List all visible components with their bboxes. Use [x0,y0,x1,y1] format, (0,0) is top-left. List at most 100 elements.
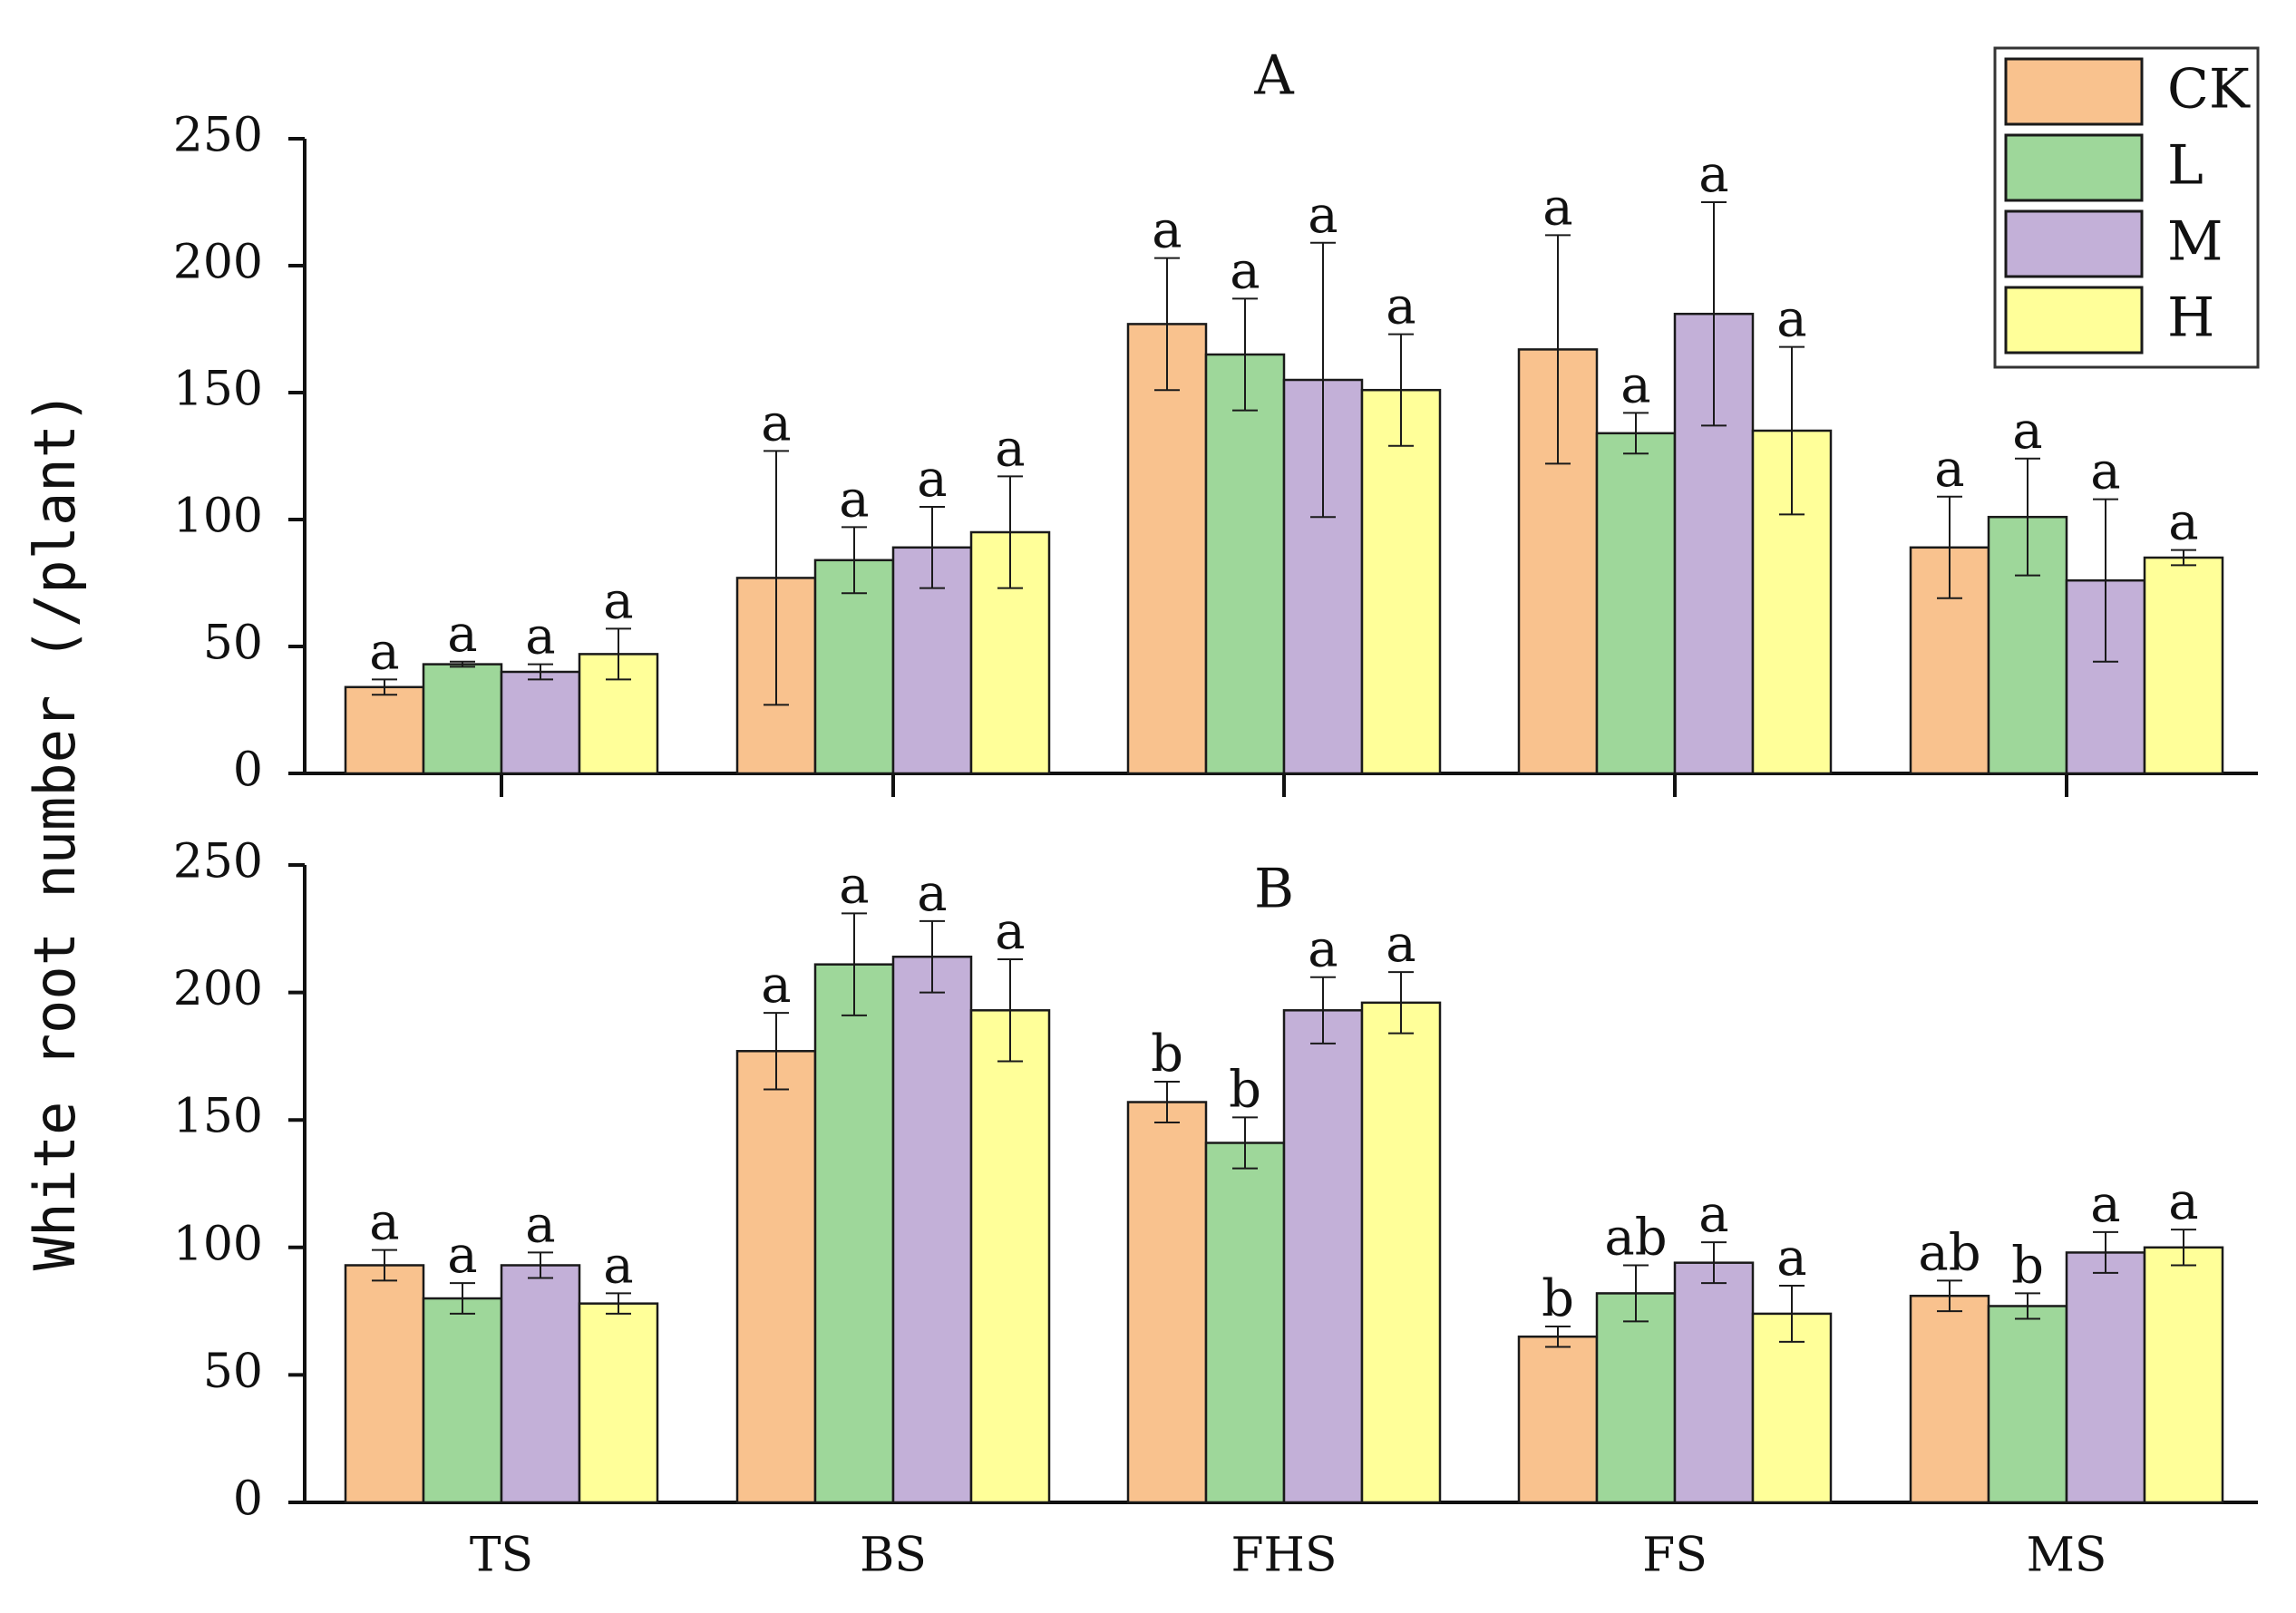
bar-ck-fhs [1126,1101,1208,1504]
y-tick-label: 0 [233,1472,263,1527]
bar-ck-bs [735,1050,817,1504]
bar-ck-ts [344,685,425,775]
significance-letter: a [2090,1175,2120,1234]
legend-label-m: M [2167,210,2223,274]
bar-m-fhs [1282,1009,1364,1504]
significance-letter: a [369,622,399,681]
legend-label-l: L [2167,134,2204,198]
y-tick-label: 50 [203,617,263,671]
significance-letter: a [1620,355,1650,414]
y-tick-label: 150 [173,363,263,417]
significance-letter: a [1542,178,1572,237]
significance-letter: a [447,1226,477,1285]
y-tick-label: 50 [203,1345,263,1399]
bar-m-fs [1673,1261,1755,1504]
significance-letter: a [1230,241,1260,300]
bar-ck-fhs [1126,323,1208,775]
y-tick-label: 200 [173,962,263,1016]
bar-h-bs [969,1009,1051,1504]
bar-ck-ms [1909,1294,1990,1504]
bar-l-bs [813,559,895,775]
bar-m-ms [2065,1251,2146,1504]
legend-swatch-ck [2004,57,2144,126]
significance-letter: b [1229,1060,1261,1119]
bar-l-fs [1595,1292,1677,1504]
significance-letter: ab [1604,1208,1667,1267]
x-tick-label: TS [470,1529,533,1583]
panel-label: B [1254,858,1294,921]
y-tick-label: 250 [173,835,263,889]
x-tick-label: FHS [1231,1529,1337,1583]
legend-swatch-l [2004,133,2144,202]
significance-letter: a [1698,145,1728,204]
significance-letter: a [1934,440,1964,499]
significance-letter: a [1152,201,1182,260]
significance-letter: a [761,394,791,452]
y-tick-label: 100 [173,1217,263,1271]
significance-letter: a [1308,186,1338,245]
legend-swatch-h [2004,286,2144,355]
y-tick-label: 0 [233,743,263,798]
bar-m-ts [500,670,581,775]
bar-h-ts [578,1302,659,1504]
y-tick-label: 200 [173,236,263,290]
significance-letter: b [2011,1236,2044,1295]
bar-l-fhs [1204,1142,1286,1504]
bar-m-fs [1673,312,1755,775]
significance-letter: a [1386,915,1416,974]
significance-letter: a [1386,277,1416,336]
y-tick-label: 150 [173,1090,263,1144]
significance-letter: a [917,864,947,923]
bar-l-ts [422,663,503,775]
x-tick-label: MS [2027,1529,2107,1583]
bar-l-bs [813,963,895,1504]
x-tick-label: BS [860,1529,927,1583]
bar-h-ms [2143,1246,2224,1504]
significance-letter: a [839,470,869,529]
legend-label-ck: CK [2167,58,2251,121]
significance-letter: a [525,1195,555,1254]
significance-letter: a [525,607,555,666]
bar-h-ms [2143,556,2224,775]
bar-l-fs [1595,432,1677,775]
bar-h-fhs [1360,1001,1442,1504]
significance-letter: a [1776,1229,1806,1287]
y-tick-label: 100 [173,490,263,544]
legend-label-h: H [2167,287,2214,350]
significance-letter: a [603,571,633,630]
significance-letter: ab [1918,1223,1980,1282]
bar-h-fhs [1360,388,1442,775]
bar-l-fhs [1204,353,1286,775]
legend: CK LMH [1993,46,2260,369]
significance-letter: a [2090,442,2120,501]
bar-m-ts [500,1264,581,1504]
bar-ck-fs [1517,1335,1599,1504]
significance-letter: a [1698,1185,1728,1244]
significance-letter: b [1542,1269,1574,1328]
bar-l-ms [1987,1305,2068,1504]
significance-letter: a [839,856,869,915]
y-tick-label: 250 [173,109,263,163]
significance-letter: a [603,1236,633,1295]
significance-letter: a [995,902,1025,961]
significance-letter: a [761,956,791,1015]
legend-swatch-m [2004,209,2144,278]
significance-letter: a [2168,1172,2198,1231]
significance-letter: a [995,419,1025,478]
significance-letter: a [917,450,947,509]
significance-letter: a [369,1193,399,1252]
y-axis-label: White root number (/plant) [22,391,88,1271]
bar-m-bs [891,955,973,1504]
significance-letter: a [2168,493,2198,552]
significance-letter: a [1776,290,1806,349]
significance-letter: b [1151,1025,1183,1083]
bar-ck-ts [344,1264,425,1504]
significance-letter: a [1308,920,1338,979]
significance-letter: a [447,605,477,664]
bar-l-ts [422,1297,503,1504]
x-tick-label: FS [1642,1529,1707,1583]
significance-letter: a [2012,402,2042,461]
